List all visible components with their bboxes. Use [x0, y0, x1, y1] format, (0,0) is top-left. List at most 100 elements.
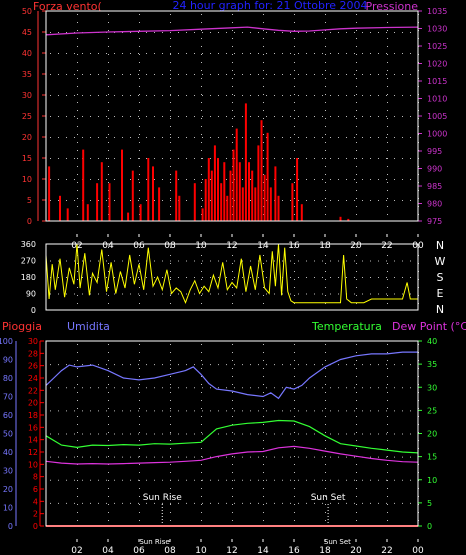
direction-grid-dot	[394, 277, 395, 278]
wind-grid-dot	[362, 95, 363, 96]
wind-grid-dot	[362, 53, 363, 54]
wind-grid-dot	[201, 182, 202, 183]
wind-grid-dot	[294, 174, 295, 175]
wind-grid-dot	[98, 158, 99, 159]
wind-bar	[244, 103, 247, 221]
climate-grid-dot	[362, 433, 363, 435]
wind-bar	[100, 162, 103, 221]
wind-grid-dot	[77, 78, 78, 79]
climate-grid-dot	[410, 410, 411, 412]
wind-grid-dot	[410, 179, 411, 180]
wind-grid-dot	[139, 86, 140, 87]
climate-grid-dot	[106, 479, 107, 481]
wind-grid-dot	[410, 74, 411, 75]
wind-bar	[339, 216, 342, 221]
wind-grid-dot	[139, 166, 140, 167]
climate-grid-dot	[162, 364, 163, 366]
wind-grid-dot	[394, 200, 395, 201]
wind-grid-dot	[325, 38, 326, 39]
direction-grid-dot	[154, 260, 155, 262]
wind-grid-dot	[77, 102, 78, 103]
climate-grid-dot	[330, 387, 331, 389]
climate-grid-dot	[114, 433, 115, 435]
climate-grid-dot	[330, 456, 331, 458]
direction-grid-dot	[387, 263, 388, 264]
wind-grid-dot	[314, 53, 315, 54]
climate-grid-dot	[387, 392, 388, 393]
wind-grid-dot	[378, 158, 379, 159]
climate-grid-dot	[50, 502, 51, 504]
climate-grid-dot	[108, 424, 109, 425]
climate-grid-dot	[170, 424, 171, 425]
climate-grid-dot	[74, 479, 75, 481]
pressure-tick-label: 1035	[427, 7, 447, 16]
wind-grid-dot	[354, 95, 355, 96]
humidity-tick-label: 50	[3, 430, 13, 439]
wind-bar	[207, 158, 210, 221]
climate-grid-dot	[354, 364, 355, 366]
humidity-axis-label: Umidita	[67, 320, 110, 333]
direction-grid-dot	[330, 260, 331, 262]
wind-grid-dot	[194, 53, 195, 54]
pressure-axis-label: Pressione	[366, 0, 419, 13]
direction-grid-dot	[114, 293, 115, 295]
rain-tick-label: 26	[28, 362, 38, 371]
climate-grid-dot	[242, 479, 243, 481]
direction-grid-dot	[50, 293, 51, 295]
wind-grid-dot	[210, 200, 211, 201]
wind-grid-dot	[378, 74, 379, 75]
direction-grid-dot	[232, 255, 233, 256]
chart-title: 24 hour graph for: 21 Ottobre 2004	[172, 0, 367, 12]
climate-grid-dot	[330, 479, 331, 481]
climate-grid-dot	[170, 376, 171, 377]
direction-grid-dot	[77, 287, 78, 288]
climate-grid-dot	[370, 387, 371, 389]
wind-bar	[210, 170, 213, 221]
climate-grid-dot	[386, 456, 387, 458]
wind-grid-dot	[263, 86, 264, 87]
wind-grid-dot	[294, 62, 295, 63]
compass-label: W	[435, 255, 446, 268]
wind-grid-dot	[194, 137, 195, 138]
climate-grid-dot	[266, 387, 267, 389]
wind-bar	[96, 183, 99, 221]
climate-grid-dot	[325, 416, 326, 417]
wind-grid-dot	[387, 142, 388, 143]
wind-grid-dot	[98, 137, 99, 138]
climate-grid-dot	[325, 424, 326, 425]
wind-grid-dot	[130, 32, 131, 33]
wind-grid-dot	[314, 137, 315, 138]
direction-grid-dot	[50, 260, 51, 262]
climate-grid-dot	[294, 408, 295, 409]
wind-grid-dot	[322, 179, 323, 180]
wind-grid-dot	[108, 102, 109, 103]
direction-grid-dot	[263, 247, 264, 248]
pressure-tick-label: 1025	[427, 42, 447, 51]
direction-grid-dot	[387, 287, 388, 288]
wind-grid-dot	[114, 179, 115, 180]
direction-grid-dot	[263, 287, 264, 288]
climate-grid-dot	[194, 479, 195, 481]
wind-grid-dot	[108, 14, 109, 15]
wind-grid-dot	[387, 110, 388, 111]
wind-grid-dot	[77, 46, 78, 47]
wind-grid-dot	[306, 95, 307, 96]
wind-grid-dot	[258, 137, 259, 138]
climate-grid-dot	[410, 456, 411, 458]
wind-grid-dot	[170, 38, 171, 39]
climate-grid-dot	[306, 410, 307, 412]
climate-grid-dot	[122, 364, 123, 366]
wind-grid-dot	[338, 95, 339, 96]
wind-grid-dot	[234, 74, 235, 75]
wind-grid-dot	[74, 179, 75, 180]
climate-grid-dot	[298, 387, 299, 389]
climate-grid-dot	[201, 464, 202, 465]
wind-grid-dot	[114, 74, 115, 75]
climate-grid-dot	[77, 376, 78, 377]
climate-grid-dot	[139, 416, 140, 417]
direction-grid-dot	[386, 260, 387, 262]
climate-grid-dot	[74, 387, 75, 389]
direction-grid-dot	[201, 263, 202, 264]
direction-grid-dot	[298, 293, 299, 295]
wind-grid-dot	[108, 30, 109, 31]
